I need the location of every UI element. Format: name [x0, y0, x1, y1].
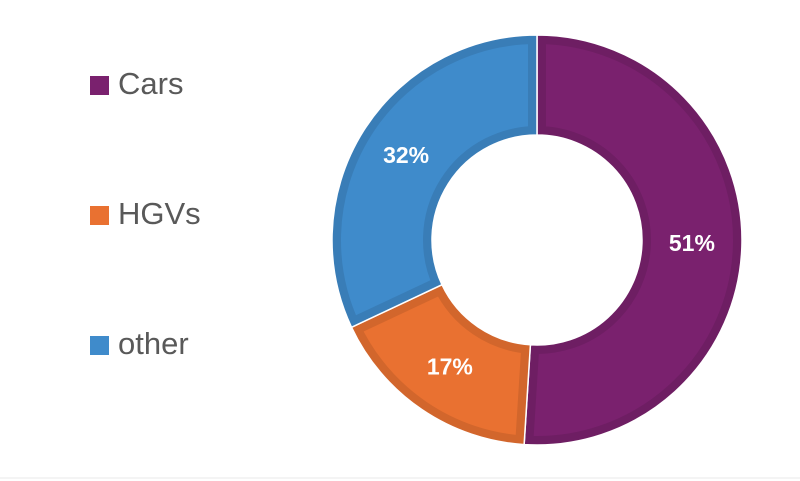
segment-separator: [331, 34, 538, 329]
segment-separator: [350, 283, 532, 446]
legend-swatch: [90, 76, 109, 95]
donut-segment: [332, 35, 537, 328]
legend-swatch: [90, 206, 109, 225]
value-label: 51%: [669, 230, 715, 256]
segment-separator: [523, 34, 743, 446]
legend-swatch: [90, 336, 109, 355]
legend-text: HGVs: [118, 196, 201, 231]
legend-text: Cars: [118, 66, 183, 101]
value-label: 32%: [383, 142, 429, 168]
legend-text: other: [118, 326, 189, 361]
value-label: 17%: [427, 353, 473, 379]
